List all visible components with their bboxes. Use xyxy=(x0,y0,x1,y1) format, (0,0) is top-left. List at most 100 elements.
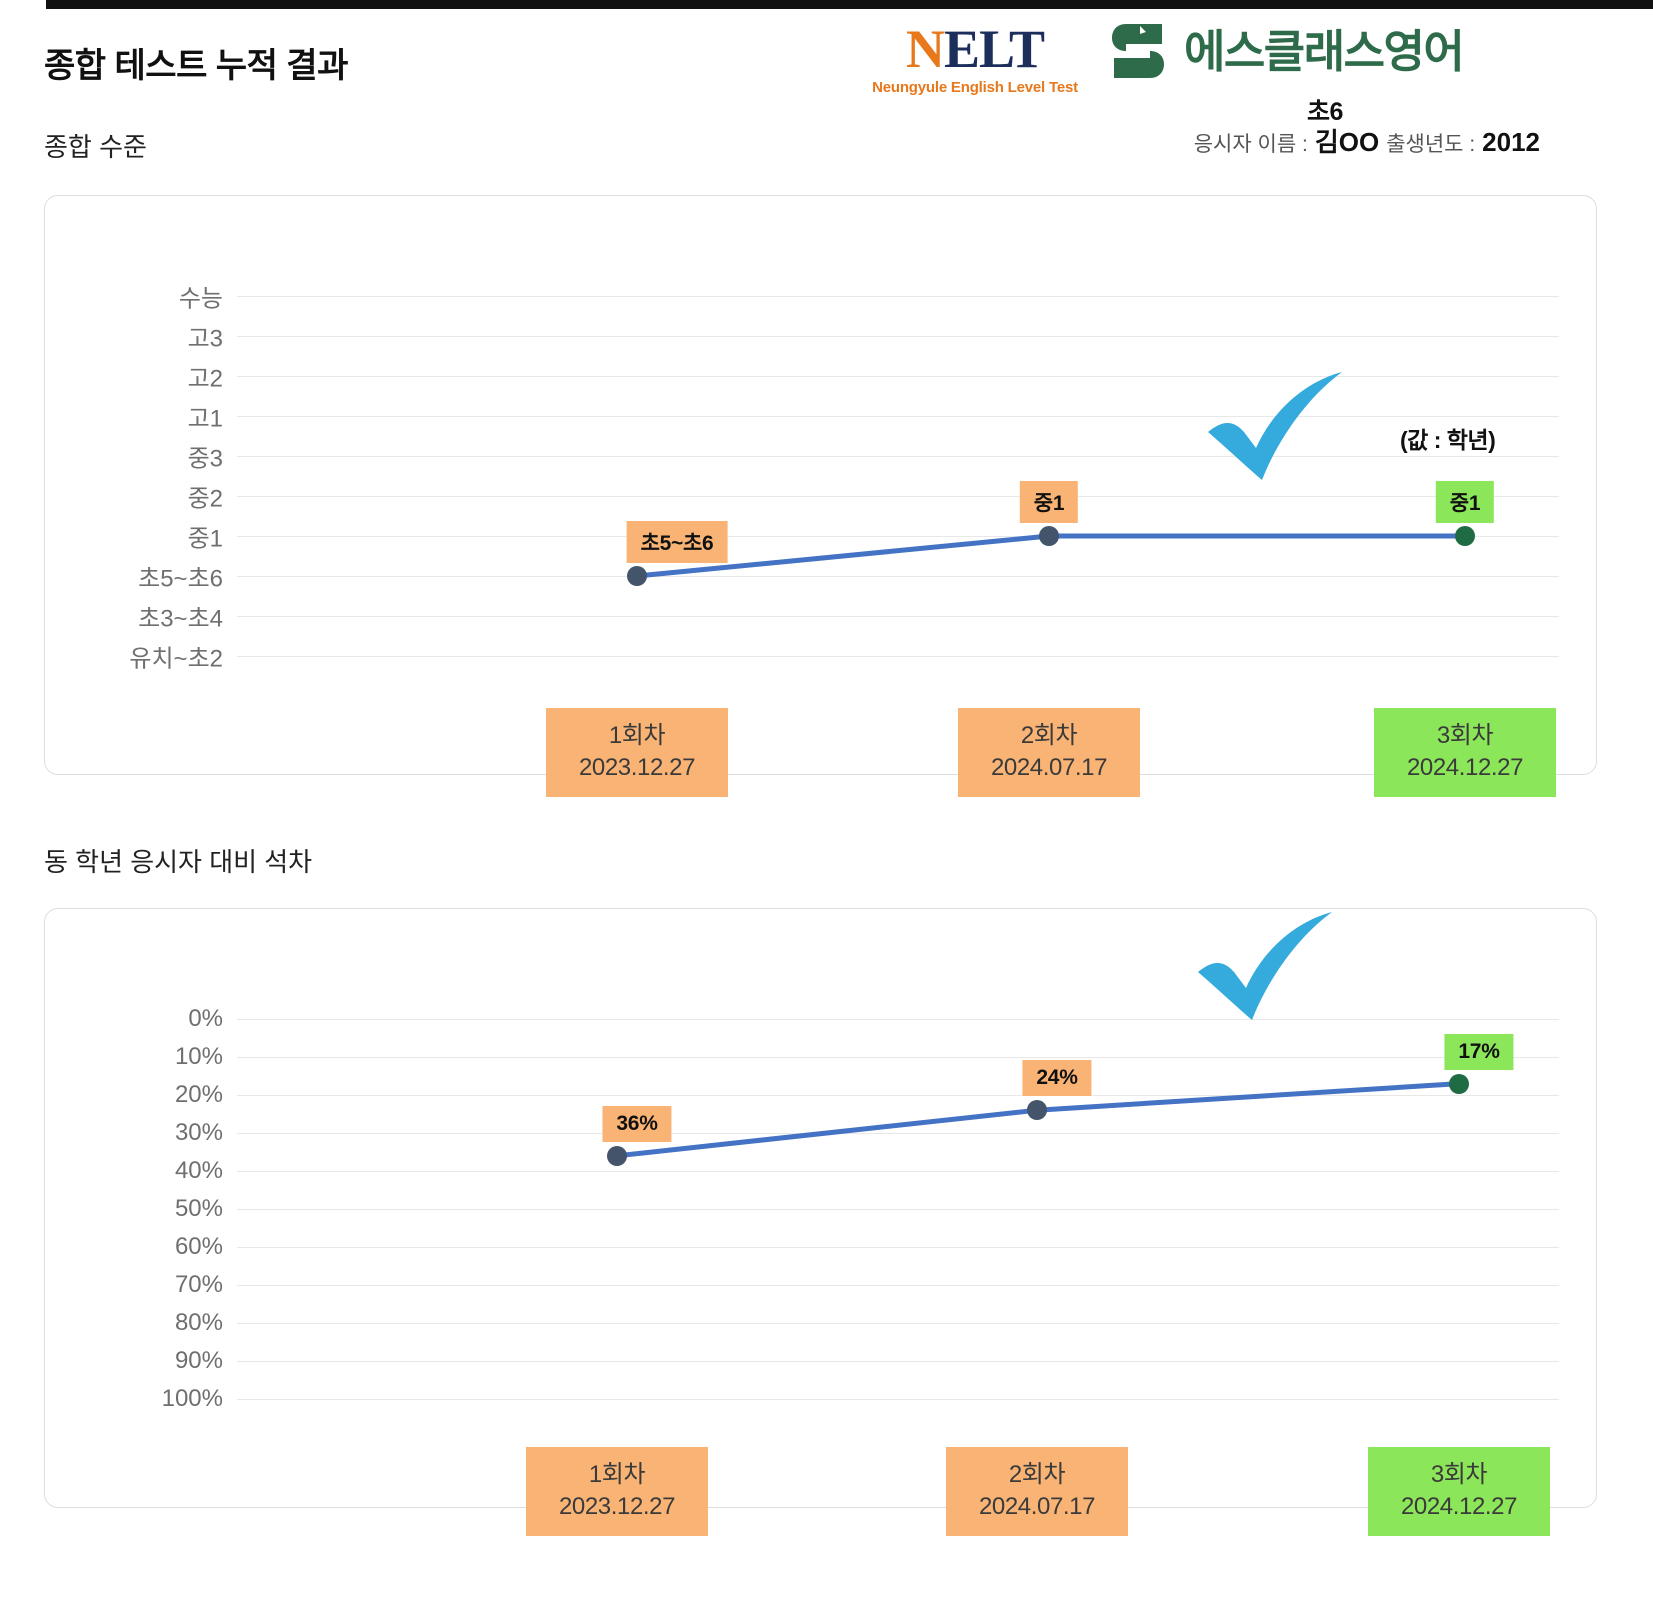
gridline xyxy=(237,296,1559,297)
name-value: 김OO xyxy=(1314,127,1380,157)
x-axis-label-date: 2024.07.17 xyxy=(990,754,1108,782)
x-axis-label: 3회차 2024.12.27 xyxy=(1368,1447,1550,1536)
x-axis-label: 3회차 2024.12.27 xyxy=(1374,708,1556,797)
gridline xyxy=(237,1171,1559,1172)
x-axis-label-session: 1회차 xyxy=(608,722,666,749)
x-axis-label: 1회차 2023.12.27 xyxy=(526,1447,708,1536)
student-info-line: 응시자 이름 : 김OO 출생년도 : 2012 xyxy=(1060,122,1540,159)
data-point-marker xyxy=(607,1145,627,1166)
data-point-label: 초5~초6 xyxy=(626,521,728,563)
x-axis-label-date: 2023.12.27 xyxy=(558,1493,676,1521)
y-axis-tick-label: 30% xyxy=(174,1119,223,1146)
y-axis-tick-label: 80% xyxy=(174,1309,223,1336)
student-grade: 초6 xyxy=(1307,98,1343,126)
data-point-label: 36% xyxy=(602,1105,672,1142)
rank-chart-card: (값 : 상위 %) 0%10%20%30%40%50%60%70%80%90%… xyxy=(44,908,1597,1536)
nelt-logo-initial: N xyxy=(905,19,945,79)
x-axis-label-date: 2024.07.17 xyxy=(978,1493,1096,1521)
y-axis-tick-label: 100% xyxy=(161,1385,223,1412)
gridline xyxy=(237,376,1559,377)
gridline xyxy=(237,1133,1559,1134)
series-line xyxy=(616,1081,1460,1159)
y-axis-tick-label: 고1 xyxy=(187,405,223,433)
section-title-rank: 동 학년 응시자 대비 석차 xyxy=(44,847,313,877)
y-axis-tick-label: 60% xyxy=(174,1233,223,1260)
gridline xyxy=(237,1399,1559,1400)
series-line xyxy=(636,533,1465,579)
y-axis-tick-label: 고3 xyxy=(187,325,223,353)
x-axis-label-session: 2회차 xyxy=(1020,722,1078,749)
y-axis-tick-label: 초5~초6 xyxy=(138,565,223,593)
gridline xyxy=(237,1247,1559,1248)
y-axis-tick-label: 0% xyxy=(188,1005,223,1032)
sclass-brand: 에스클래스영어 xyxy=(1110,20,1465,82)
data-point-marker xyxy=(1449,1073,1469,1094)
gridline xyxy=(237,496,1559,497)
y-axis-tick-label: 중3 xyxy=(187,445,223,473)
y-axis-tick-label: 20% xyxy=(174,1081,223,1108)
data-point-marker xyxy=(1039,526,1059,546)
nelt-logo-rest: ELT xyxy=(943,19,1045,79)
name-label: 응시자 이름 : xyxy=(1193,133,1308,156)
x-axis-label: 1회차 2023.12.27 xyxy=(546,708,728,797)
gridline xyxy=(237,456,1559,457)
y-axis-tick-label: 중2 xyxy=(187,485,223,513)
gridline xyxy=(237,656,1559,657)
gridline xyxy=(237,1095,1559,1096)
x-axis-label: 2회차 2024.07.17 xyxy=(946,1447,1128,1536)
x-axis-label: 2회차 2024.07.17 xyxy=(958,708,1140,797)
gridline xyxy=(237,1057,1559,1058)
y-axis-tick-label: 90% xyxy=(174,1347,223,1374)
rank-plot: 0% 10% 20% 30% 40% 50% 60% 70% 80% 90% 100% 36% 24% 1… xyxy=(77,989,1567,1536)
gridline xyxy=(237,1323,1559,1324)
gridline xyxy=(237,576,1559,577)
gridline xyxy=(237,536,1559,537)
page-title: 종합 테스트 누적 결과 xyxy=(44,47,348,85)
data-point-marker xyxy=(1455,526,1475,546)
data-point-label: 중1 xyxy=(1435,481,1495,523)
section-title-overall-level: 종합 수준 xyxy=(44,132,147,162)
unit-note-level: (값 : 학년) xyxy=(1400,427,1496,453)
x-axis-label-date: 2023.12.27 xyxy=(578,754,696,782)
x-axis-label-session: 3회차 xyxy=(1436,722,1494,749)
top-accent-bar xyxy=(46,0,1653,9)
x-axis-label-date: 2024.12.27 xyxy=(1406,754,1524,782)
sclass-logo-icon xyxy=(1112,24,1164,78)
gridline xyxy=(237,1285,1559,1286)
gridline xyxy=(237,1361,1559,1362)
check-mark-icon-level xyxy=(1208,372,1342,480)
y-axis-tick-label: 수능 xyxy=(178,285,223,313)
data-point-label: 17% xyxy=(1444,1033,1514,1070)
y-axis-tick-label: 고2 xyxy=(187,365,223,393)
gridline xyxy=(237,1019,1559,1020)
data-point-label: 24% xyxy=(1022,1060,1092,1097)
nelt-logo: NELT Neungyule English Level Test xyxy=(855,22,1095,96)
y-axis-tick-label: 초3~초4 xyxy=(138,605,223,633)
gridline xyxy=(237,336,1559,337)
plot-axis-area-2: 0% 10% 20% 30% 40% 50% 60% 70% 80% 90% 100% 36% 24% 1… xyxy=(162,989,1559,1536)
birth-label: 출생년도 : xyxy=(1386,133,1476,156)
y-axis-tick-label: 50% xyxy=(174,1195,223,1222)
y-axis-tick-label: 중1 xyxy=(187,525,223,553)
nelt-tagline: Neungyule English Level Test xyxy=(872,79,1078,96)
y-axis-tick-label: 유치~초2 xyxy=(129,645,223,673)
y-axis-tick-label: 40% xyxy=(174,1157,223,1184)
y-axis-tick-label: 70% xyxy=(174,1271,223,1298)
check-mark-icon-rank xyxy=(1198,912,1332,1020)
gridline xyxy=(237,416,1559,417)
x-axis-label-session: 3회차 xyxy=(1430,1461,1488,1488)
data-point-label: 중1 xyxy=(1019,481,1079,523)
gridline xyxy=(237,616,1559,617)
birth-value: 2012 xyxy=(1482,127,1540,157)
y-axis-tick-label: 10% xyxy=(174,1043,223,1070)
data-point-marker xyxy=(1027,1100,1047,1121)
x-axis-label-session: 1회차 xyxy=(588,1461,646,1488)
sclass-brand-name: 에스클래스영어 xyxy=(1184,25,1465,77)
gridline xyxy=(237,1209,1559,1210)
x-axis-label-date: 2024.12.27 xyxy=(1400,1493,1518,1521)
data-point-marker xyxy=(627,566,647,586)
